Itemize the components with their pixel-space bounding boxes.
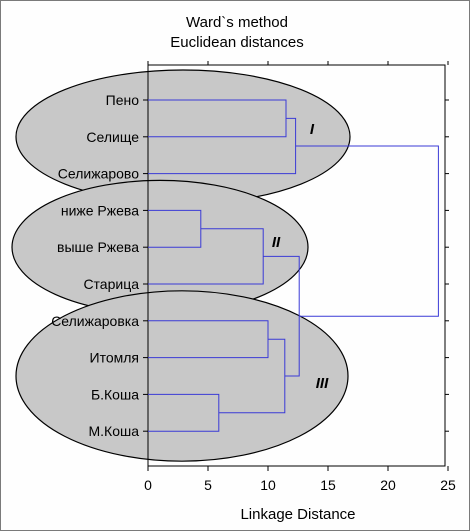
chart-title-line-2: Euclidean distances <box>170 34 303 51</box>
leaf-label: Селижарово <box>58 166 139 182</box>
leaf-label: Пено <box>106 92 140 108</box>
leaf-label: выше Ржева <box>57 239 139 255</box>
leaf-label: Старица <box>83 276 139 292</box>
x-tick-label: 25 <box>440 477 456 493</box>
chart-title-line-1: Ward`s method <box>186 14 288 31</box>
dendrogram-link <box>295 145 439 317</box>
x-tick-label: 20 <box>380 477 396 493</box>
leaf-label: Б.Коша <box>91 386 139 402</box>
group-label-I: I <box>310 121 315 138</box>
x-axis-title: Linkage Distance <box>240 506 355 523</box>
dendrogram-links <box>148 99 439 432</box>
y-axis: Пено Селище Селижарово ниже Ржева выше Ржева… <box>51 92 449 439</box>
leaf-label: ниже Ржева <box>61 202 139 218</box>
x-tick-label: 0 <box>144 477 152 493</box>
leaf-label: М.Коша <box>88 423 139 439</box>
leaf-label: Итомля <box>90 350 139 366</box>
leaf-label: Селижаровка <box>51 313 139 329</box>
x-tick-label: 5 <box>204 477 212 493</box>
group-label-II: II <box>272 234 281 251</box>
group-label-III: III <box>316 375 329 392</box>
plot-area <box>147 64 446 467</box>
group-ellipse-III <box>15 290 349 462</box>
x-tick-label: 15 <box>320 477 336 493</box>
x-tick-label: 10 <box>260 477 276 493</box>
leaf-label: Селище <box>86 129 139 145</box>
x-axis: 0 5 10 15 20 25 <box>144 61 456 493</box>
